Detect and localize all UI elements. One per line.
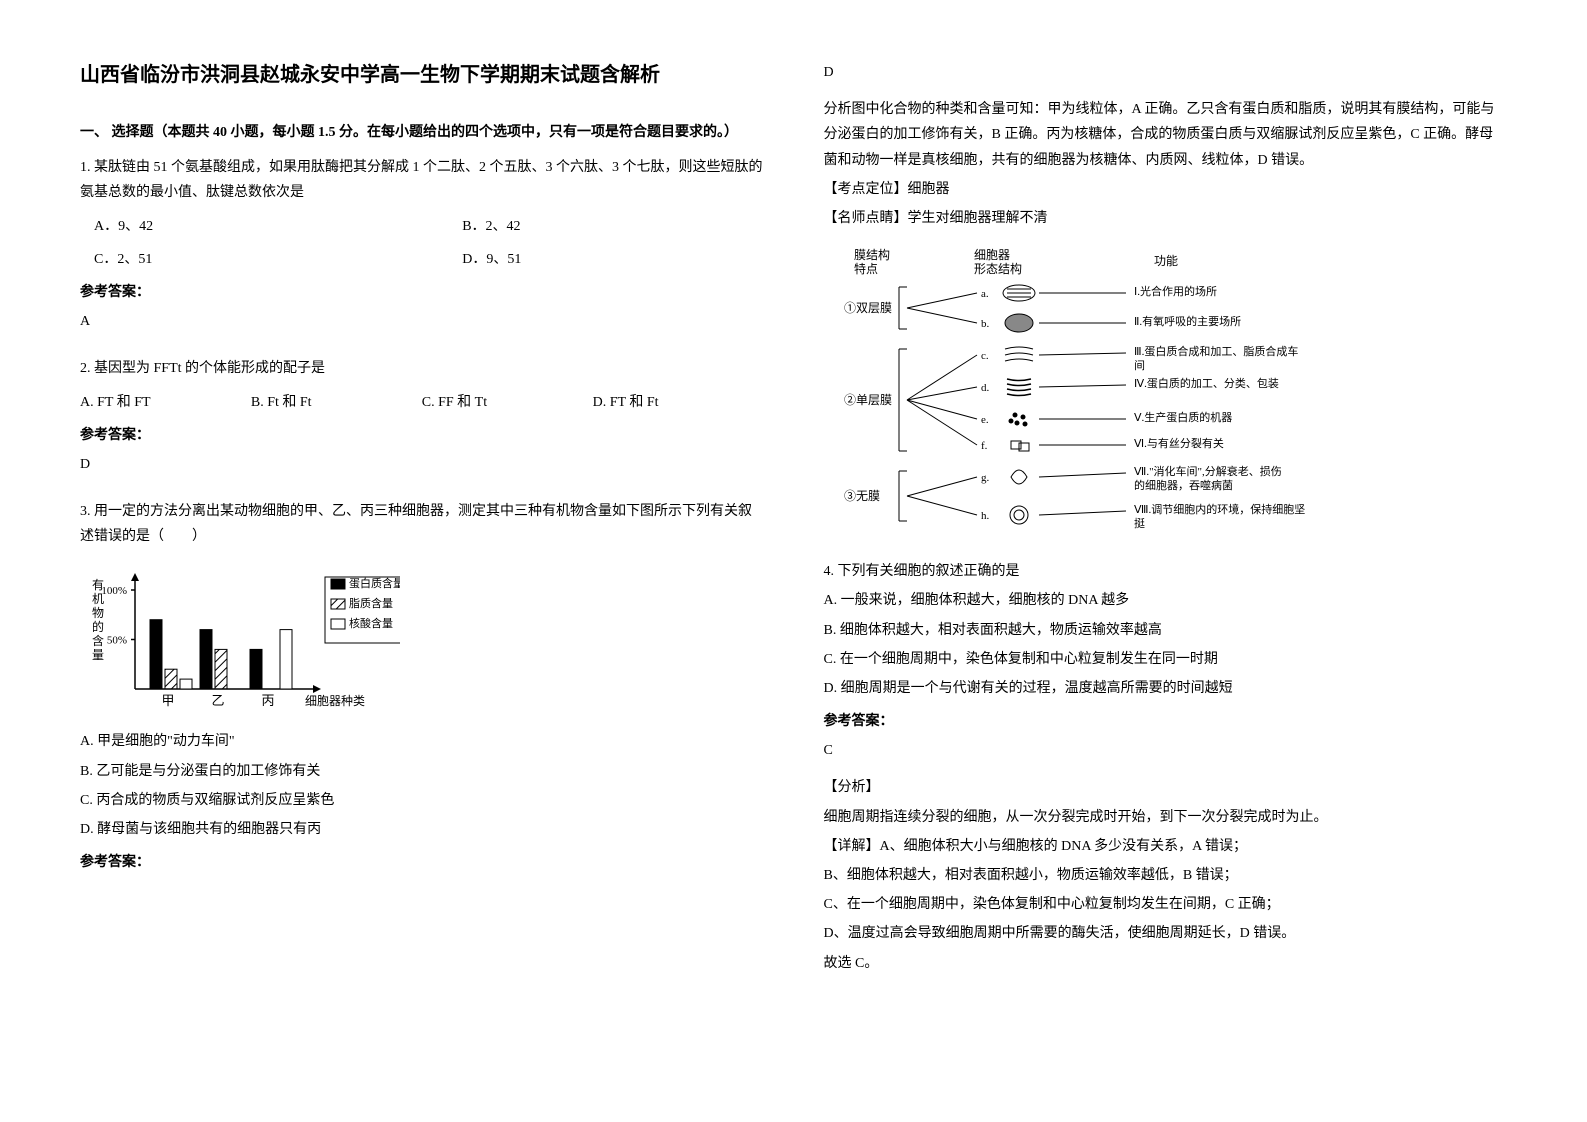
q4-opt-d: D. 细胞周期是一个与代谢有关的过程，温度越高所需要的时间越短 <box>824 676 1508 701</box>
q4-fenxi-label: 【分析】 <box>824 775 1508 800</box>
svg-text:核酸含量: 核酸含量 <box>349 616 393 630</box>
svg-text:Ⅷ.调节细胞内的环境，保持细胞坚: Ⅷ.调节细胞内的环境，保持细胞坚 <box>1134 502 1305 516</box>
svg-text:功能: 功能 <box>1154 254 1178 268</box>
q3-opt-d: D. 酵母菌与该细胞共有的细胞器只有丙 <box>80 817 764 842</box>
q3-answer: D <box>824 60 1508 85</box>
section-1-header: 一、 选择题（本题共 40 小题，每小题 1.5 分。在每小题给出的四个选项中，… <box>80 120 764 145</box>
q3-opt-c: C. 丙合成的物质与双缩脲试剂反应呈紫色 <box>80 788 764 813</box>
q2-answer: D <box>80 452 764 477</box>
svg-text:d.: d. <box>981 382 990 394</box>
svg-text:50%: 50% <box>107 635 127 647</box>
svg-text:Ⅶ."消化车间",分解衰老、损伤: Ⅶ."消化车间",分解衰老、损伤 <box>1134 464 1282 478</box>
q4-xj-d: D、温度过高会导致细胞周期中所需要的酶失活，使细胞周期延长，D 错误。 <box>824 921 1508 946</box>
q2-opt-a: A. FT 和 FT <box>80 390 251 415</box>
q4-answer: C <box>824 738 1508 763</box>
svg-text:③无膜: ③无膜 <box>844 489 880 503</box>
q1-opt-b: B．2、42 <box>462 214 763 239</box>
bar-chart-svg: 100% 50% 有机物的含量甲 乙 丙 细胞器种类 蛋白质含量脂质含量核酸含量 <box>80 559 400 719</box>
svg-text:有: 有 <box>92 578 104 592</box>
q4-xj-a: A、细胞体积大小与细胞核的 DNA 多少没有关系，A 错误； <box>880 839 1248 854</box>
q2-answer-label: 参考答案： <box>80 423 764 448</box>
q4-opt-b: B. 细胞体积越大，相对表面积越大，物质运输效率越高 <box>824 618 1508 643</box>
organelle-diagram: 膜结构特点 细胞器形态结构 功能 a. b. c. d. e. f. g. h. ①双层膜 ②单层膜 ③无… <box>824 245 1508 545</box>
svg-text:特点: 特点 <box>854 261 878 276</box>
svg-text:h.: h. <box>981 510 990 522</box>
question-2: 2. 基因型为 FFTt 的个体能形成的配子是 A. FT 和 FT B. Ft… <box>80 356 764 489</box>
left-column: 山西省临汾市洪洞县赵城永安中学高一生物下学期期末试题含解析 一、 选择题（本题共… <box>80 60 764 1062</box>
q4-xj-b: B、细胞体积越大，相对表面积越小，物质运输效率越低，B 错误； <box>824 863 1508 888</box>
right-column: D 分析图中化合物的种类和含量可知：甲为线粒体，A 正确。乙只含有蛋白质和脂质，… <box>824 60 1508 1062</box>
q3-opt-a: A. 甲是细胞的"动力车间" <box>80 729 764 754</box>
svg-text:b.: b. <box>981 318 990 330</box>
svg-text:①双层膜: ①双层膜 <box>844 301 892 315</box>
q2-opt-c: C. FF 和 Tt <box>422 390 593 415</box>
svg-text:Ⅰ.光合作用的场所: Ⅰ.光合作用的场所 <box>1134 284 1217 298</box>
svg-text:a.: a. <box>981 288 989 300</box>
svg-text:细胞器: 细胞器 <box>974 248 1010 262</box>
q3-mingshi-label: 【名师点睛】 <box>824 211 908 226</box>
svg-text:Ⅳ.蛋白质的加工、分类、包装: Ⅳ.蛋白质的加工、分类、包装 <box>1134 376 1279 390</box>
q1-opt-c: C．2、51 <box>94 247 462 272</box>
q3-mingshi: 学生对细胞器理解不清 <box>908 211 1048 226</box>
q4-answer-label: 参考答案： <box>824 709 1508 734</box>
question-3: 3. 用一定的方法分离出某动物细胞的甲、乙、丙三种细胞器，测定其中三种有机物含量… <box>80 499 764 879</box>
q4-opt-c: C. 在一个细胞周期中，染色体复制和中心粒复制发生在同一时期 <box>824 647 1508 672</box>
q3-bar-chart: 100% 50% 有机物的含量甲 乙 丙 细胞器种类 蛋白质含量脂质含量核酸含量 <box>80 559 764 719</box>
q4-fenxi: 细胞周期指连续分裂的细胞，从一次分裂完成时开始，到下一次分裂完成时为止。 <box>824 805 1508 830</box>
q2-opt-b: B. Ft 和 Ft <box>251 390 422 415</box>
q1-answer: A <box>80 309 764 334</box>
svg-text:e.: e. <box>981 414 989 426</box>
q4-conclusion: 故选 C。 <box>824 951 1508 976</box>
q2-opt-d: D. FT 和 Ft <box>593 390 764 415</box>
svg-text:f.: f. <box>981 440 988 452</box>
svg-text:甲: 甲 <box>161 693 174 708</box>
svg-text:脂质含量: 脂质含量 <box>349 596 393 610</box>
q4-stem: 4. 下列有关细胞的叙述正确的是 <box>824 559 1508 584</box>
question-4: 4. 下列有关细胞的叙述正确的是 A. 一般来说，细胞体积越大，细胞核的 DNA… <box>824 559 1508 980</box>
svg-text:的细胞器，吞噬病菌: 的细胞器，吞噬病菌 <box>1134 478 1233 492</box>
svg-text:Ⅲ.蛋白质合成和加工、脂质合成车: Ⅲ.蛋白质合成和加工、脂质合成车 <box>1134 344 1298 358</box>
q2-stem: 2. 基因型为 FFTt 的个体能形成的配子是 <box>80 356 764 381</box>
q3-analysis: 分析图中化合物的种类和含量可知：甲为线粒体，A 正确。乙只含有蛋白质和脂质，说明… <box>824 97 1508 173</box>
organelle-diagram-svg: 膜结构特点 细胞器形态结构 功能 a. b. c. d. e. f. g. h. ①双层膜 ②单层膜 ③无… <box>824 245 1384 545</box>
svg-text:形态结构: 形态结构 <box>974 261 1022 276</box>
svg-text:Ⅱ.有氧呼吸的主要场所: Ⅱ.有氧呼吸的主要场所 <box>1134 314 1241 328</box>
q3-kaodian: 细胞器 <box>908 182 950 197</box>
svg-text:间: 间 <box>1134 359 1145 372</box>
svg-text:100%: 100% <box>101 585 127 597</box>
svg-text:机: 机 <box>92 592 104 606</box>
q1-stem: 1. 某肽链由 51 个氨基酸组成，如果用肽酶把其分解成 1 个二肽、2 个五肽… <box>80 155 764 205</box>
svg-text:蛋白质含量: 蛋白质含量 <box>349 576 400 590</box>
svg-text:丙: 丙 <box>261 693 274 708</box>
svg-text:Ⅵ.与有丝分裂有关: Ⅵ.与有丝分裂有关 <box>1134 436 1224 450</box>
svg-text:挺: 挺 <box>1134 516 1145 530</box>
svg-text:乙: 乙 <box>211 693 224 708</box>
q1-opt-a: A．9、42 <box>94 214 462 239</box>
svg-text:物: 物 <box>92 606 104 620</box>
q1-opt-d: D．9、51 <box>462 247 763 272</box>
doc-title: 山西省临汾市洪洞县赵城永安中学高一生物下学期期末试题含解析 <box>80 60 764 90</box>
question-1: 1. 某肽链由 51 个氨基酸组成，如果用肽酶把其分解成 1 个二肽、2 个五肽… <box>80 155 764 346</box>
svg-text:含: 含 <box>92 633 104 648</box>
svg-text:膜结构: 膜结构 <box>854 247 890 262</box>
q3-opt-b: B. 乙可能是与分泌蛋白的加工修饰有关 <box>80 759 764 784</box>
q4-xiangjie-label: 【详解】 <box>824 839 880 854</box>
q4-opt-a: A. 一般来说，细胞体积越大，细胞核的 DNA 越多 <box>824 588 1508 613</box>
svg-text:②单层膜: ②单层膜 <box>844 393 892 407</box>
q3-stem: 3. 用一定的方法分离出某动物细胞的甲、乙、丙三种细胞器，测定其中三种有机物含量… <box>80 499 764 549</box>
q1-answer-label: 参考答案： <box>80 280 764 305</box>
svg-text:c.: c. <box>981 350 989 362</box>
svg-text:Ⅴ.生产蛋白质的机器: Ⅴ.生产蛋白质的机器 <box>1134 410 1232 424</box>
svg-text:的: 的 <box>92 619 104 634</box>
q4-xj-c: C、在一个细胞周期中，染色体复制和中心粒复制均发生在间期，C 正确； <box>824 892 1508 917</box>
q3-kaodian-label: 【考点定位】 <box>824 182 908 197</box>
svg-text:细胞器种类: 细胞器种类 <box>305 694 365 708</box>
q3-answer-label: 参考答案： <box>80 850 764 875</box>
svg-text:g.: g. <box>981 472 990 484</box>
svg-text:量: 量 <box>92 648 104 662</box>
